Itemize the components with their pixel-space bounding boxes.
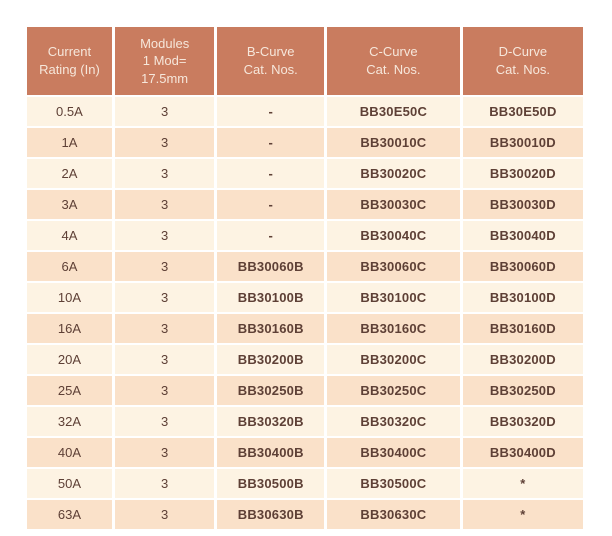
table-cell: BB30060D <box>462 252 583 281</box>
table-cell: - <box>217 221 325 250</box>
table-cell: BB30160B <box>217 314 325 343</box>
table-cell: 32A <box>27 407 112 436</box>
table-cell: BB30250D <box>462 376 583 405</box>
table-cell: 3 <box>114 97 215 126</box>
catalog-table: Current Rating (In) Modules 1 Mod= 17.5m… <box>24 25 586 531</box>
header-cell-c-curve: C-Curve Cat. Nos. <box>327 27 460 95</box>
table-cell: BB30030D <box>462 190 583 219</box>
table-cell: 3 <box>114 159 215 188</box>
header-row: Current Rating (In) Modules 1 Mod= 17.5m… <box>27 27 583 95</box>
table-cell: BB30200B <box>217 345 325 374</box>
table-cell: 1A <box>27 128 112 157</box>
table-cell: - <box>217 159 325 188</box>
table-cell: 3 <box>114 283 215 312</box>
table-cell: BB30040C <box>327 221 460 250</box>
table-cell: 3 <box>114 221 215 250</box>
table-cell: 25A <box>27 376 112 405</box>
table-cell: - <box>217 190 325 219</box>
table-cell: - <box>217 128 325 157</box>
table-cell: 3 <box>114 345 215 374</box>
table-row: 63A 3 BB30630B BB30630C * <box>27 500 583 529</box>
table-cell: 3 <box>114 252 215 281</box>
table-cell: BB30500C <box>327 469 460 498</box>
table-cell: BB30E50C <box>327 97 460 126</box>
table-cell: BB30500B <box>217 469 325 498</box>
table-cell: 3 <box>114 376 215 405</box>
table-cell: BB30040D <box>462 221 583 250</box>
table-cell: BB30400D <box>462 438 583 467</box>
header-cell-current-rating: Current Rating (In) <box>27 27 112 95</box>
table-cell: BB30020D <box>462 159 583 188</box>
table-cell: 4A <box>27 221 112 250</box>
table-cell: BB30320D <box>462 407 583 436</box>
table-cell: BB30100B <box>217 283 325 312</box>
table-cell: BB30010D <box>462 128 583 157</box>
table-cell: 3 <box>114 314 215 343</box>
table-row: 2A 3- BB30020C BB30020D <box>27 159 583 188</box>
table-cell: 10A <box>27 283 112 312</box>
table-row: 3A 3- BB30030C BB30030D <box>27 190 583 219</box>
table-cell: BB30200D <box>462 345 583 374</box>
table-cell: 3 <box>114 438 215 467</box>
table-cell: BB30020C <box>327 159 460 188</box>
header-cell-b-curve: B-Curve Cat. Nos. <box>217 27 325 95</box>
table-cell: BB30320C <box>327 407 460 436</box>
table-row: 10A 3 BB30100B BB30100C BB30100D <box>27 283 583 312</box>
table-row: 4A 3- BB30040C BB30040D <box>27 221 583 250</box>
table-header: Current Rating (In) Modules 1 Mod= 17.5m… <box>27 27 583 95</box>
table-cell: BB30160D <box>462 314 583 343</box>
table-row: 1A 3- BB30010C BB30010D <box>27 128 583 157</box>
header-cell-modules: Modules 1 Mod= 17.5mm <box>114 27 215 95</box>
table-row: 16A 3 BB30160B BB30160C BB30160D <box>27 314 583 343</box>
table-cell: BB30400C <box>327 438 460 467</box>
table-cell: 6A <box>27 252 112 281</box>
table-cell: BB30030C <box>327 190 460 219</box>
table-cell: BB30E50D <box>462 97 583 126</box>
table-cell: BB30060C <box>327 252 460 281</box>
table-row: 0.5A 3- BB30E50C BB30E50D <box>27 97 583 126</box>
table-cell: 16A <box>27 314 112 343</box>
table-cell: * <box>462 469 583 498</box>
table-cell: BB30250B <box>217 376 325 405</box>
table-cell: BB30160C <box>327 314 460 343</box>
table-cell: BB30400B <box>217 438 325 467</box>
table-cell: 3 <box>114 190 215 219</box>
table-cell: BB30200C <box>327 345 460 374</box>
table-cell: * <box>462 500 583 529</box>
table-cell: BB30100C <box>327 283 460 312</box>
table-cell: 3 <box>114 407 215 436</box>
table-cell: BB30010C <box>327 128 460 157</box>
table-row: 32A 3 BB30320B BB30320C BB30320D <box>27 407 583 436</box>
table-cell: - <box>217 97 325 126</box>
table-cell: 63A <box>27 500 112 529</box>
table-cell: 0.5A <box>27 97 112 126</box>
table-cell: BB30630B <box>217 500 325 529</box>
table-cell: BB30060B <box>217 252 325 281</box>
table-cell: 50A <box>27 469 112 498</box>
table-cell: 20A <box>27 345 112 374</box>
table-row: 25A 3 BB30250B BB30250C BB30250D <box>27 376 583 405</box>
table-row: 40A 3 BB30400B BB30400C BB30400D <box>27 438 583 467</box>
table-cell: 2A <box>27 159 112 188</box>
table-row: 6A 3 BB30060B BB30060C BB30060D <box>27 252 583 281</box>
table-cell: BB30320B <box>217 407 325 436</box>
table-cell: BB30630C <box>327 500 460 529</box>
table-cell: BB30100D <box>462 283 583 312</box>
table-cell: 3 <box>114 128 215 157</box>
table-cell: 3 <box>114 469 215 498</box>
table-cell: BB30250C <box>327 376 460 405</box>
table-cell: 40A <box>27 438 112 467</box>
table-body: 0.5A 3- BB30E50C BB30E50D 1A 3- BB30010C BB3001… <box>27 97 583 529</box>
table-cell: 3 <box>114 500 215 529</box>
table-row: 20A 3 BB30200B BB30200C BB30200D <box>27 345 583 374</box>
table-row: 50A 3 BB30500B BB30500C * <box>27 469 583 498</box>
table-cell: 3A <box>27 190 112 219</box>
header-cell-d-curve: D-Curve Cat. Nos. <box>462 27 583 95</box>
